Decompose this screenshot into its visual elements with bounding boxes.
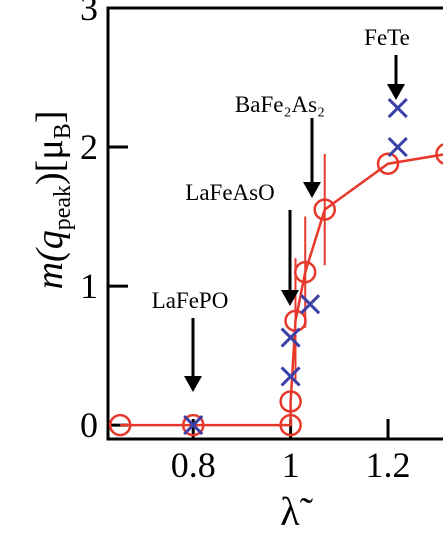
data-point <box>280 327 301 348</box>
y-label-part: ] <box>29 111 71 124</box>
plot <box>108 98 443 437</box>
y-label-part: m(q <box>29 230 71 289</box>
y-tick-label: 0 <box>80 405 98 445</box>
data-point <box>387 98 408 119</box>
annotation: FeTe <box>364 25 410 50</box>
x-tick-label: 0.8 <box>171 445 216 485</box>
x-tick-label: 1 <box>282 445 300 485</box>
annotation: LaFePO <box>152 288 229 313</box>
x-label: λ̃ <box>280 489 313 534</box>
data-point <box>313 198 336 221</box>
y-tick-label: 3 <box>80 0 98 28</box>
annotation-arrowhead <box>303 182 321 198</box>
data-point <box>387 136 408 158</box>
annotation: LaFeAsO <box>185 180 274 205</box>
data-point <box>279 390 302 413</box>
x-tick-label: 1.2 <box>366 445 411 485</box>
y-label-part: peak <box>50 185 76 230</box>
annotation-arrowhead <box>281 290 299 306</box>
data-point <box>279 413 302 437</box>
data-point <box>300 294 321 315</box>
data-point <box>280 366 301 387</box>
data-point <box>108 413 132 437</box>
annotation-arrowhead <box>184 376 202 392</box>
y-label-part: )[μ <box>29 139 71 185</box>
annotation: BaFe₂As₂ <box>235 92 325 117</box>
annotation-arrowhead <box>387 84 405 100</box>
data-point <box>293 260 317 284</box>
data-point <box>183 415 204 436</box>
y-tick-label: 1 <box>80 266 98 306</box>
y-label: m(qpeak)[μB] <box>29 111 76 290</box>
data-point <box>435 143 443 165</box>
y-tick-label: 2 <box>80 127 98 167</box>
y-label-part: B <box>50 123 76 139</box>
data-point <box>181 413 205 437</box>
axes-frame <box>106 6 443 441</box>
data-point <box>376 152 400 175</box>
